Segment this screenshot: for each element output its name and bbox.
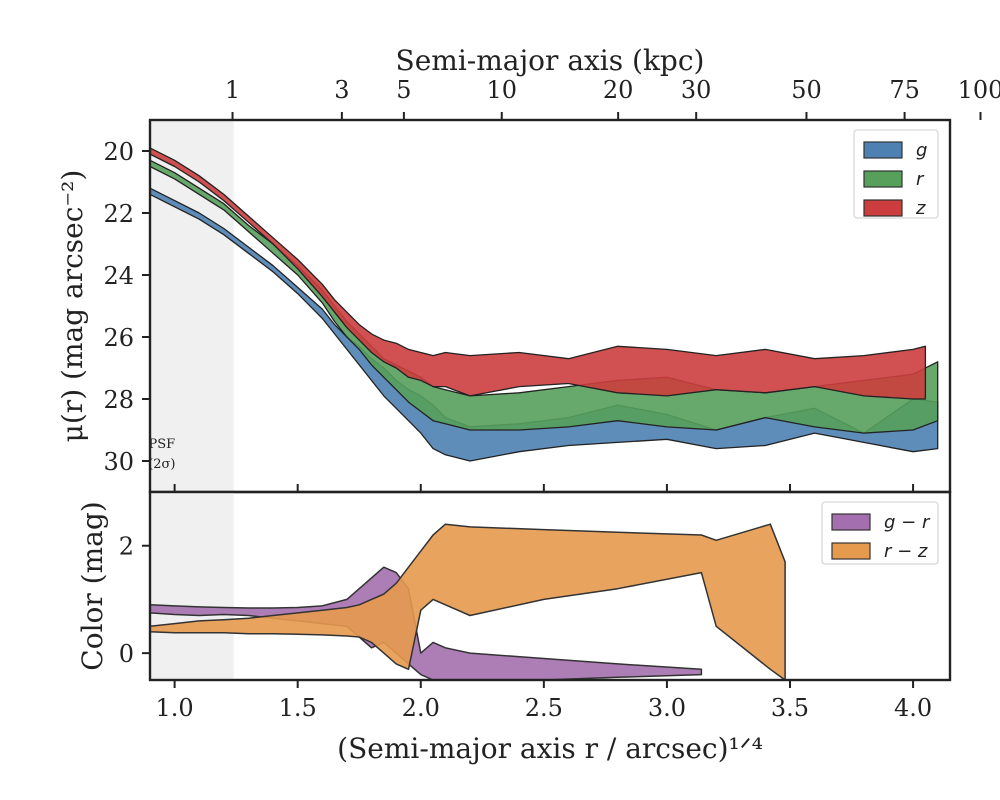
- legend-swatch: [831, 513, 871, 531]
- kpc-tick-label: 50: [791, 76, 822, 104]
- bot-xtick-label: 2.5: [525, 694, 563, 722]
- top-axis-title: Semi-major axis (kpc): [396, 44, 705, 77]
- kpc-tick-label: 100: [958, 76, 1000, 104]
- legend-swatch: [831, 542, 871, 560]
- kpc-tick-label: 30: [681, 76, 712, 104]
- bottom-x-axis-title: (Semi-major axis r / arcsec)¹ᐟ⁴: [337, 732, 763, 765]
- psf-label-line2: (2σ): [148, 457, 175, 472]
- legend-label: g − r: [884, 512, 931, 533]
- kpc-tick-label: 20: [603, 76, 634, 104]
- color-panel: 02 1.0 1.5 2.0 2.5 3.0 3.5 4.0 (Semi-major axi…: [76, 490, 952, 765]
- top-y-axis-title: μ(r) (mag arcsec⁻²): [56, 170, 89, 443]
- top-legend: grz: [853, 129, 939, 219]
- legend-label: z: [915, 198, 926, 219]
- legend-swatch: [863, 199, 903, 217]
- bot-xtick-label: 2.0: [402, 694, 440, 722]
- legend-label: r: [916, 169, 925, 190]
- psf-label-line1: PSF: [149, 437, 176, 452]
- kpc-tick-label: 10: [486, 76, 517, 104]
- bot-xtick-label: 4.0: [894, 694, 932, 722]
- kpc-tick-label: 75: [889, 76, 920, 104]
- psf-shaded-region: [150, 120, 234, 492]
- top-y-ticks: 20 22 24 26 28 30: [103, 138, 150, 476]
- band-z: [150, 147, 927, 400]
- bottom-panel-frame: [148, 490, 952, 682]
- bottom-legend: g − r r − z: [821, 501, 939, 565]
- surface-brightness-panel: 20 22 24 26 28 30 1 3 5 10 20 30 50 75 100 Semi-major…: [56, 44, 1000, 494]
- legend-swatch: [863, 170, 903, 188]
- bottom-x-ticks: 1.0 1.5 2.0 2.5 3.0 3.5 4.0: [156, 680, 932, 722]
- top-ytick-label: 22: [103, 200, 134, 228]
- bottom-y-ticks: 02: [119, 533, 150, 668]
- top-ytick-label: 26: [103, 324, 134, 352]
- legend-swatch: [863, 141, 903, 159]
- band-r: [150, 159, 939, 434]
- band-r−z: [150, 523, 786, 680]
- top-ytick-label: 20: [103, 138, 134, 166]
- top-ytick-label: 24: [103, 262, 134, 290]
- top-x-ticks: [173, 484, 915, 492]
- psf-shaded-region-bottom: [150, 492, 234, 680]
- bot-ytick-label: 0: [119, 640, 134, 668]
- surface-brightness-series: [150, 147, 939, 462]
- bot-xtick-label: 3.5: [771, 694, 809, 722]
- bottom-y-axis-title: Color (mag): [76, 501, 109, 670]
- legend-label: g: [916, 140, 927, 161]
- kpc-tick-label: 1: [225, 76, 240, 104]
- kpc-tick-label: 3: [334, 76, 349, 104]
- bot-ytick-label: 2: [119, 533, 134, 561]
- kpc-axis-ticks: 1 3 5 10 20 30 50 75 100: [225, 76, 1000, 120]
- legend-label: r − z: [884, 541, 928, 562]
- bot-xtick-label: 1.0: [156, 694, 194, 722]
- top-ytick-label: 30: [103, 448, 134, 476]
- color-series: [150, 523, 786, 680]
- kpc-tick-label: 5: [396, 76, 411, 104]
- top-ytick-label: 28: [103, 386, 134, 414]
- bot-xtick-label: 1.5: [279, 694, 317, 722]
- bot-xtick-label: 3.0: [648, 694, 686, 722]
